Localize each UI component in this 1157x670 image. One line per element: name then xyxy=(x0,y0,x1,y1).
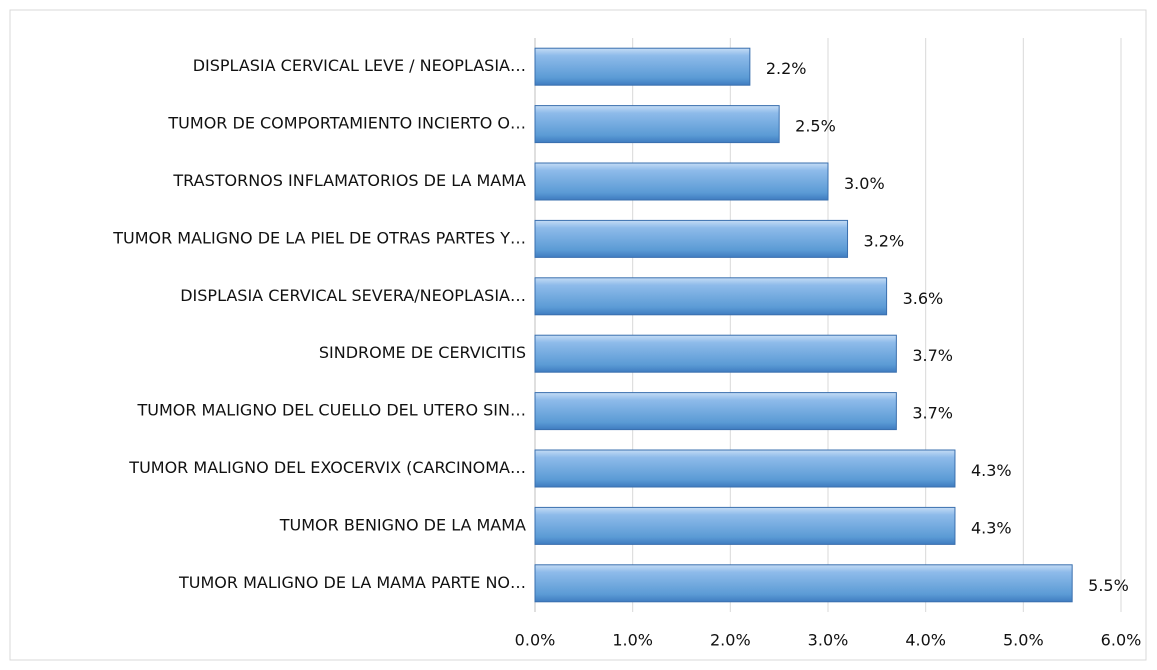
x-tick-label: 4.0% xyxy=(905,631,946,650)
value-label: 2.5% xyxy=(795,117,836,136)
bar xyxy=(534,47,751,86)
category-label: DISPLASIA CERVICAL SEVERA/NEOPLASIA… xyxy=(180,286,526,305)
category-label: TUMOR MALIGNO DE LA MAMA PARTE NO… xyxy=(178,573,526,592)
value-label: 3.0% xyxy=(844,174,885,193)
x-tick-label: 2.0% xyxy=(710,631,751,650)
category-label: DISPLASIA CERVICAL LEVE / NEOPLASIA… xyxy=(193,56,526,75)
bar xyxy=(534,392,897,431)
category-label: TRASTORNOS INFLAMATORIOS DE LA MAMA xyxy=(172,171,526,190)
category-label: TUMOR MALIGNO DEL EXOCERVIX (CARCINOMA… xyxy=(128,458,526,477)
bar xyxy=(534,162,829,201)
value-label: 2.2% xyxy=(766,59,807,78)
category-label: TUMOR MALIGNO DE LA PIEL DE OTRAS PARTES… xyxy=(112,228,526,247)
bar xyxy=(534,277,888,316)
value-label: 5.5% xyxy=(1088,576,1129,595)
value-label: 3.7% xyxy=(912,346,953,365)
x-tick-label: 0.0% xyxy=(515,631,556,650)
value-label: 4.3% xyxy=(971,461,1012,480)
x-tick-label: 1.0% xyxy=(612,631,653,650)
bar xyxy=(534,219,849,258)
x-tick-label: 3.0% xyxy=(808,631,849,650)
category-label: TUMOR MALIGNO DEL CUELLO DEL UTERO SIN… xyxy=(136,401,526,420)
value-label: 3.7% xyxy=(912,404,953,423)
x-tick-label: 6.0% xyxy=(1101,631,1142,650)
bar xyxy=(534,564,1073,603)
bar xyxy=(534,105,780,144)
value-label: 4.3% xyxy=(971,518,1012,537)
bar xyxy=(534,334,897,373)
bar xyxy=(534,449,956,488)
category-label: TUMOR DE COMPORTAMIENTO INCIERTO O… xyxy=(167,114,526,133)
x-tick-label: 5.0% xyxy=(1003,631,1044,650)
category-label: TUMOR BENIGNO DE LA MAMA xyxy=(279,515,526,534)
bar xyxy=(534,506,956,545)
value-label: 3.2% xyxy=(864,231,905,250)
value-label: 3.6% xyxy=(903,289,944,308)
category-label: SINDROME DE CERVICITIS xyxy=(319,343,526,362)
